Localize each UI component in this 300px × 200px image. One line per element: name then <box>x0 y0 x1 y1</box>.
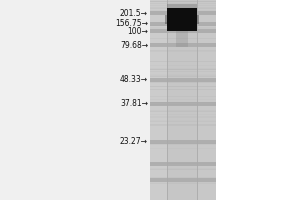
Bar <box>150 25 216 26</box>
Bar <box>176 31 188 47</box>
Bar <box>150 43 216 44</box>
Bar <box>150 68 216 69</box>
Bar <box>150 182 216 183</box>
Text: 79.68→: 79.68→ <box>120 40 148 49</box>
Bar <box>150 76 216 77</box>
Bar <box>150 0 166 200</box>
Bar <box>150 22 216 26</box>
Bar <box>150 78 216 82</box>
Bar <box>150 38 216 39</box>
Bar <box>150 110 216 111</box>
Bar <box>216 0 300 200</box>
Bar <box>150 50 216 51</box>
Bar <box>150 163 216 164</box>
Bar <box>150 11 216 15</box>
Bar <box>150 124 216 125</box>
Bar <box>150 3 216 4</box>
Text: 201.5→: 201.5→ <box>120 8 148 18</box>
Bar <box>150 183 216 184</box>
Bar <box>150 111 216 112</box>
Bar <box>150 5 216 6</box>
Bar <box>150 75 216 76</box>
Bar <box>150 32 216 33</box>
Bar <box>150 96 216 97</box>
Bar <box>150 61 216 62</box>
Bar <box>150 99 216 100</box>
Bar <box>150 7 216 8</box>
Bar <box>150 143 216 145</box>
Bar <box>150 69 216 70</box>
Bar <box>150 12 216 14</box>
Bar <box>150 177 216 178</box>
Bar <box>150 8 216 9</box>
Bar <box>167 0 197 200</box>
Bar <box>150 116 216 118</box>
Bar <box>150 86 216 87</box>
Bar <box>150 178 216 182</box>
Bar <box>0 0 150 200</box>
Bar <box>150 71 216 72</box>
Bar <box>150 168 216 169</box>
Bar <box>150 104 216 105</box>
Bar <box>150 169 216 170</box>
Bar <box>150 45 216 46</box>
Bar <box>150 89 216 90</box>
Bar <box>150 1 216 2</box>
Bar <box>150 120 216 121</box>
Bar <box>150 140 216 144</box>
Bar <box>167 8 197 31</box>
Bar <box>150 31 216 32</box>
Bar <box>150 86 216 87</box>
Text: 100→: 100→ <box>127 26 148 36</box>
Bar <box>167 4 197 10</box>
Bar <box>150 65 216 66</box>
Bar <box>150 69 216 70</box>
Bar <box>150 29 216 33</box>
Text: 23.27→: 23.27→ <box>120 138 148 146</box>
Bar <box>150 82 216 83</box>
Bar <box>150 121 216 122</box>
Text: 156.75→: 156.75→ <box>115 20 148 28</box>
Text: 37.81→: 37.81→ <box>120 99 148 108</box>
Bar <box>150 1 216 2</box>
Bar <box>150 80 216 82</box>
Text: 48.33→: 48.33→ <box>120 75 148 84</box>
Bar <box>150 114 216 115</box>
Bar <box>150 0 216 200</box>
Bar <box>150 43 216 47</box>
Bar <box>150 125 216 126</box>
Bar <box>150 30 216 31</box>
Bar <box>150 27 216 29</box>
Bar <box>150 162 216 166</box>
Bar <box>150 102 216 106</box>
Bar <box>150 74 216 75</box>
Bar <box>164 15 199 24</box>
Bar <box>150 148 216 149</box>
Bar <box>150 51 216 52</box>
Bar <box>150 10 216 12</box>
Bar <box>150 102 216 103</box>
